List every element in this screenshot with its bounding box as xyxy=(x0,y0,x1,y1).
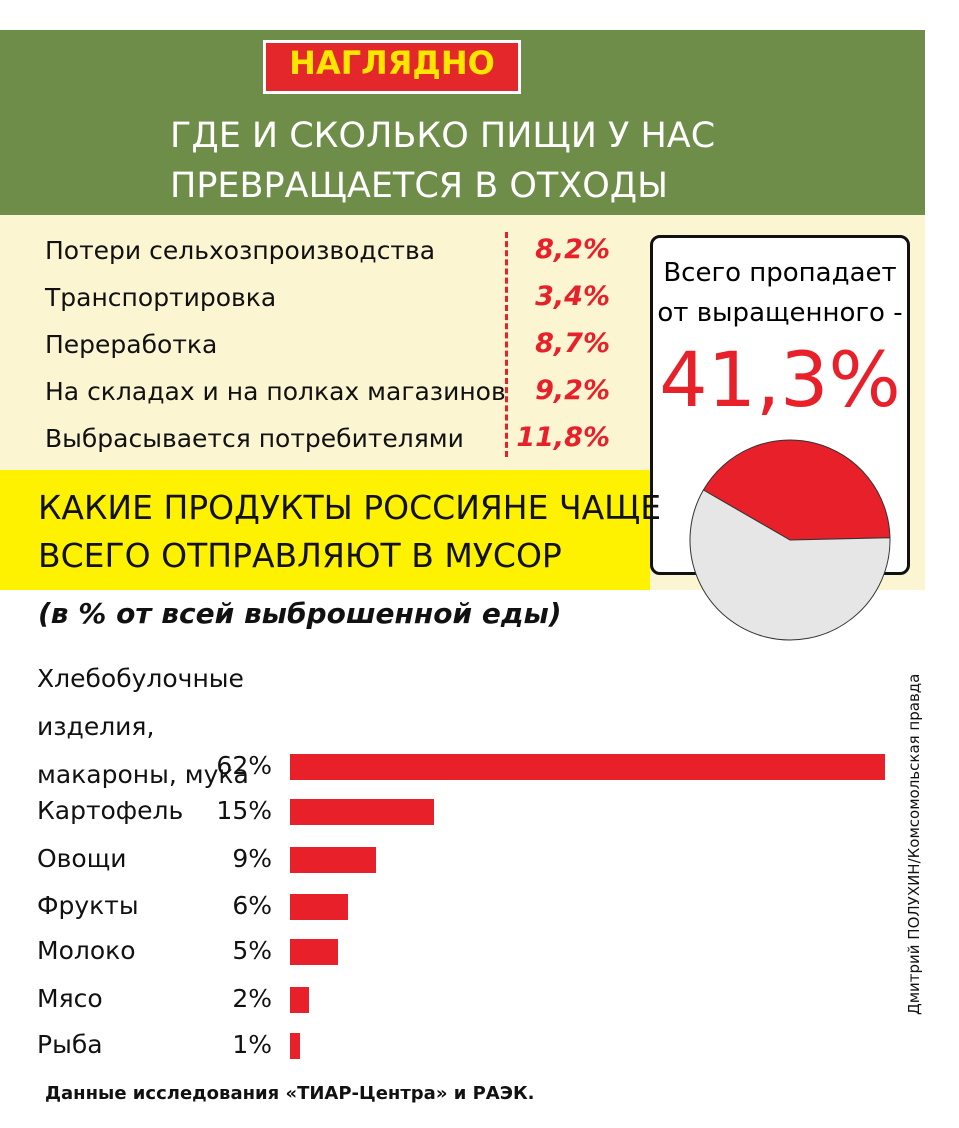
bar xyxy=(290,939,338,965)
total-value: 41,3% xyxy=(659,335,901,424)
value-label: 5% xyxy=(232,936,272,965)
badge-box xyxy=(263,40,521,94)
bar xyxy=(290,847,377,873)
value-label: 1% xyxy=(232,1030,272,1059)
pie-slice xyxy=(702,439,891,541)
category-label: Хлебобулочные изделия, макароны, мука xyxy=(37,664,249,789)
pie-chart xyxy=(689,439,891,641)
bar xyxy=(290,754,885,780)
source: Данные исследования «ТИАР-Центра» и РАЭК… xyxy=(45,1083,535,1104)
loss-label: Транспортировка xyxy=(45,283,277,312)
credit: Дмитрий ПОЛУХИН/Комсомольская правда xyxy=(905,673,923,1015)
total-text: от выращенного - xyxy=(657,298,903,328)
category-label: Молоко xyxy=(37,936,136,965)
category-label: Картофель xyxy=(37,796,184,825)
loss-value: 9,2% xyxy=(535,375,610,406)
loss-label: На складах и на полках магазинов xyxy=(45,377,506,406)
pie-slice xyxy=(689,489,891,641)
loss-label: Выбрасывается потребителями xyxy=(45,424,464,453)
loss-value: 11,8% xyxy=(516,422,610,453)
header-title: ПРЕВРАЩАЕТСЯ В ОТХОДЫ xyxy=(170,166,669,206)
value-label: 2% xyxy=(232,984,272,1013)
loss-value: 8,2% xyxy=(535,234,610,265)
divider xyxy=(505,232,508,457)
value-label: 62% xyxy=(216,751,272,780)
chart-subtitle: (в % от всей выброшенной еды) xyxy=(38,597,562,630)
value-label: 15% xyxy=(216,796,272,825)
value-label: 6% xyxy=(232,891,272,920)
category-label: Овощи xyxy=(37,844,127,873)
bar xyxy=(290,799,434,825)
header-title: ГДЕ И СКОЛЬКО ПИЩИ У НАС xyxy=(170,116,716,156)
yellow-band xyxy=(0,470,650,590)
bar xyxy=(290,987,310,1013)
category-label: Рыба xyxy=(37,1030,103,1059)
loss-value: 8,7% xyxy=(535,328,610,359)
loss-label: Потери сельхозпроизводства xyxy=(45,236,436,265)
chart-title: КАКИЕ ПРОДУКТЫ РОССИЯНЕ ЧАЩЕ xyxy=(38,488,662,527)
category-label: Фрукты xyxy=(37,891,139,920)
loss-value: 3,4% xyxy=(535,281,610,312)
badge: НАГЛЯДНО xyxy=(289,44,495,82)
bar xyxy=(290,1033,300,1059)
value-label: 9% xyxy=(232,844,272,873)
loss-label: Переработка xyxy=(45,330,218,359)
bar xyxy=(290,894,348,920)
category-label: Мясо xyxy=(37,984,103,1013)
chart-title: ВСЕГО ОТПРАВЛЯЮТ В МУСОР xyxy=(38,536,562,575)
total-text: Всего пропадает xyxy=(663,258,897,288)
